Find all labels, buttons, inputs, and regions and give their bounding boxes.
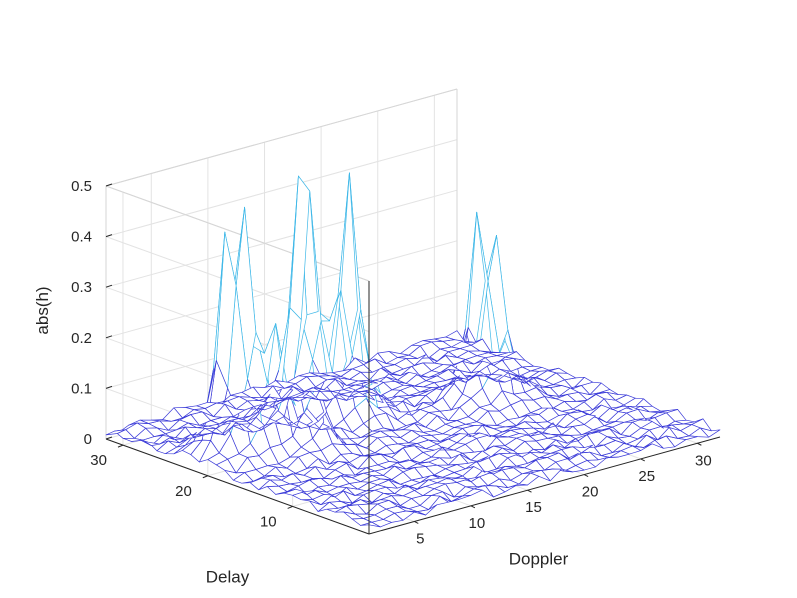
y-axis-line xyxy=(105,438,370,535)
x-tick-label: 20 xyxy=(582,484,599,501)
z-tick-label: 0.5 xyxy=(71,178,92,195)
frame-edge xyxy=(105,88,458,187)
z-tick-label: 0 xyxy=(84,431,92,448)
frame-edge xyxy=(105,185,370,282)
z-tick-mark xyxy=(105,335,113,339)
x-axis-label: Doppler xyxy=(509,550,569,569)
grid-line xyxy=(105,290,458,389)
z-tick-mark xyxy=(105,436,113,440)
z-tick-label: 0.4 xyxy=(71,229,92,246)
grid-line xyxy=(105,240,458,339)
z-axis-label: abs(h) xyxy=(33,286,52,334)
z-tick-mark xyxy=(105,234,113,238)
x-tick-mark xyxy=(470,505,476,509)
z-tick-mark xyxy=(105,183,113,187)
x-axis-line xyxy=(368,436,721,535)
z-tick-mark xyxy=(105,284,113,288)
x-tick-label: 5 xyxy=(416,530,424,547)
x-tick-label: 30 xyxy=(695,452,712,469)
surface-cell xyxy=(105,429,127,436)
y-axis-label: Delay xyxy=(206,568,250,587)
x-tick-mark xyxy=(640,458,645,462)
y-tick-label: 10 xyxy=(260,513,277,530)
grid-line xyxy=(105,139,458,238)
x-tick-mark xyxy=(697,442,702,446)
y-tick-label: 30 xyxy=(90,452,107,469)
x-tick-mark xyxy=(527,489,532,493)
grid-line xyxy=(105,189,458,288)
z-tick-mark xyxy=(105,385,113,389)
axes-frame xyxy=(105,281,721,535)
x-tick-mark xyxy=(583,474,589,477)
z-tick-label: 0.2 xyxy=(71,330,92,347)
z-tick-label: 0.3 xyxy=(71,279,92,296)
y-tick-mark xyxy=(117,444,124,448)
x-tick-label: 15 xyxy=(525,499,542,516)
x-tick-mark xyxy=(414,521,419,524)
x-tick-label: 10 xyxy=(469,515,486,532)
surface-mesh xyxy=(105,172,721,528)
tick-labels: 0 0.1 0.2 0.3 0.4 0.5 10 20 30 5 10 15 20 25 30 xyxy=(71,178,712,547)
y-tick-label: 20 xyxy=(175,483,192,500)
y-tick-mark xyxy=(287,505,293,509)
x-tick-label: 25 xyxy=(638,468,655,485)
y-tick-mark xyxy=(202,475,208,479)
z-tick-label: 0.1 xyxy=(71,380,92,397)
